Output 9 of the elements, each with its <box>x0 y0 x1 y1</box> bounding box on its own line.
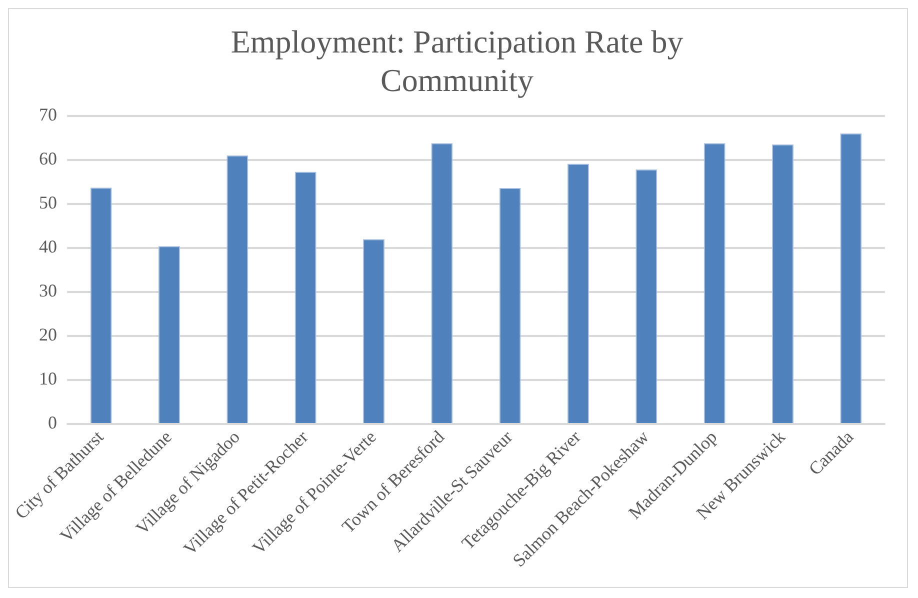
y-tick-label: 60 <box>39 148 57 169</box>
y-tick-label: 30 <box>39 280 57 301</box>
y-tick-label: 50 <box>39 192 57 213</box>
y-tick-label: 10 <box>39 368 57 389</box>
y-tick-label: 0 <box>48 412 57 433</box>
y-tick-label: 40 <box>39 236 57 257</box>
y-tick-label: 20 <box>39 324 57 345</box>
y-tick-label: 70 <box>39 104 57 125</box>
chart-title: Employment: Participation Rate by Community <box>230 24 684 98</box>
